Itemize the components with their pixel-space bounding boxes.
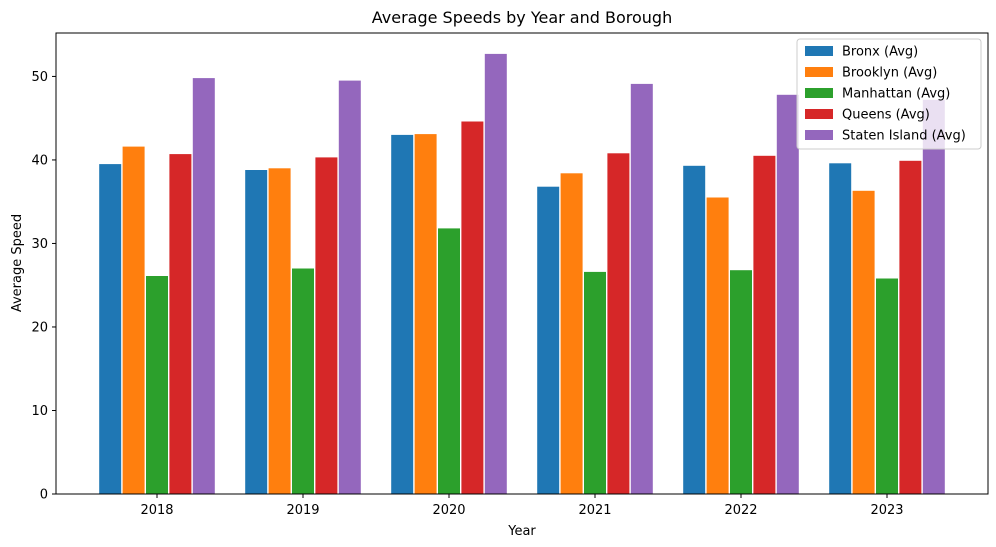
bar-queens-avg-2020 (461, 121, 484, 494)
legend-swatch (805, 67, 833, 77)
bar-queens-avg-2022 (753, 155, 776, 495)
bar-staten-island-avg-2018 (192, 78, 215, 494)
chart-title: Average Speeds by Year and Borough (372, 8, 672, 27)
bar-manhattan-avg-2023 (876, 278, 898, 494)
bar-bronx-avg-2019 (245, 170, 268, 494)
y-tick-label: 40 (31, 153, 48, 168)
x-tick-label: 2022 (724, 503, 757, 518)
x-tick-label: 2018 (140, 503, 173, 518)
bars-group (99, 53, 945, 495)
legend-swatch (805, 109, 833, 119)
legend-label: Manhattan (Avg) (842, 87, 950, 102)
y-tick-label: 50 (31, 70, 48, 85)
legend-label: Queens (Avg) (842, 108, 930, 123)
x-tick-label: 2020 (432, 503, 465, 518)
y-tick-label: 30 (31, 237, 48, 252)
legend-swatch (805, 46, 833, 56)
bar-brooklyn-avg-2019 (268, 168, 291, 495)
bar-staten-island-avg-2023 (922, 99, 945, 495)
legend-label: Staten Island (Avg) (842, 129, 966, 144)
legend-label: Brooklyn (Avg) (842, 66, 937, 81)
bar-queens-avg-2019 (315, 157, 338, 494)
bar-bronx-avg-2021 (537, 186, 560, 494)
bar-brooklyn-avg-2022 (706, 197, 729, 494)
bar-bronx-avg-2020 (391, 134, 414, 494)
bar-brooklyn-avg-2020 (414, 134, 437, 494)
bar-staten-island-avg-2022 (776, 94, 799, 495)
y-tick-label: 20 (31, 320, 48, 335)
bar-queens-avg-2021 (607, 153, 630, 495)
bar-bronx-avg-2023 (829, 163, 852, 495)
x-tick-label: 2023 (870, 503, 903, 518)
x-axis-label: Year (507, 524, 536, 539)
bar-manhattan-avg-2018 (146, 276, 168, 494)
y-tick-label: 10 (31, 404, 48, 419)
bar-staten-island-avg-2020 (484, 53, 507, 495)
plot-area-frame (55, 32, 989, 495)
bar-queens-avg-2018 (169, 154, 192, 494)
bar-staten-island-avg-2019 (338, 80, 361, 494)
x-axis-ticks: 2018 2019 2020 2021 2022 2023 (140, 494, 904, 518)
y-axis-ticks: 0 10 20 30 40 50 (31, 70, 56, 503)
bar-bronx-avg-2018 (99, 164, 122, 494)
legend-box (796, 38, 982, 150)
bar-brooklyn-avg-2023 (852, 190, 875, 495)
legend: Bronx (Avg) Brooklyn (Avg) Manhattan (Avg)… (796, 38, 982, 150)
bar-manhattan-avg-2020 (438, 228, 460, 494)
bar-brooklyn-avg-2021 (560, 173, 583, 495)
y-axis-label: Average Speed (10, 214, 25, 312)
legend-swatch (805, 88, 833, 98)
legend-label: Bronx (Avg) (842, 45, 918, 60)
x-tick-label: 2021 (578, 503, 611, 518)
bar-brooklyn-avg-2018 (122, 146, 145, 494)
y-tick-label: 0 (40, 488, 48, 503)
bar-bronx-avg-2022 (683, 165, 706, 495)
bar-manhattan-avg-2022 (730, 270, 752, 494)
bar-manhattan-avg-2021 (584, 271, 606, 494)
bar-queens-avg-2023 (899, 160, 922, 495)
legend-swatch (805, 130, 833, 140)
x-tick-label: 2019 (286, 503, 319, 518)
bar-staten-island-avg-2021 (630, 83, 653, 495)
bar-manhattan-avg-2019 (292, 268, 314, 494)
